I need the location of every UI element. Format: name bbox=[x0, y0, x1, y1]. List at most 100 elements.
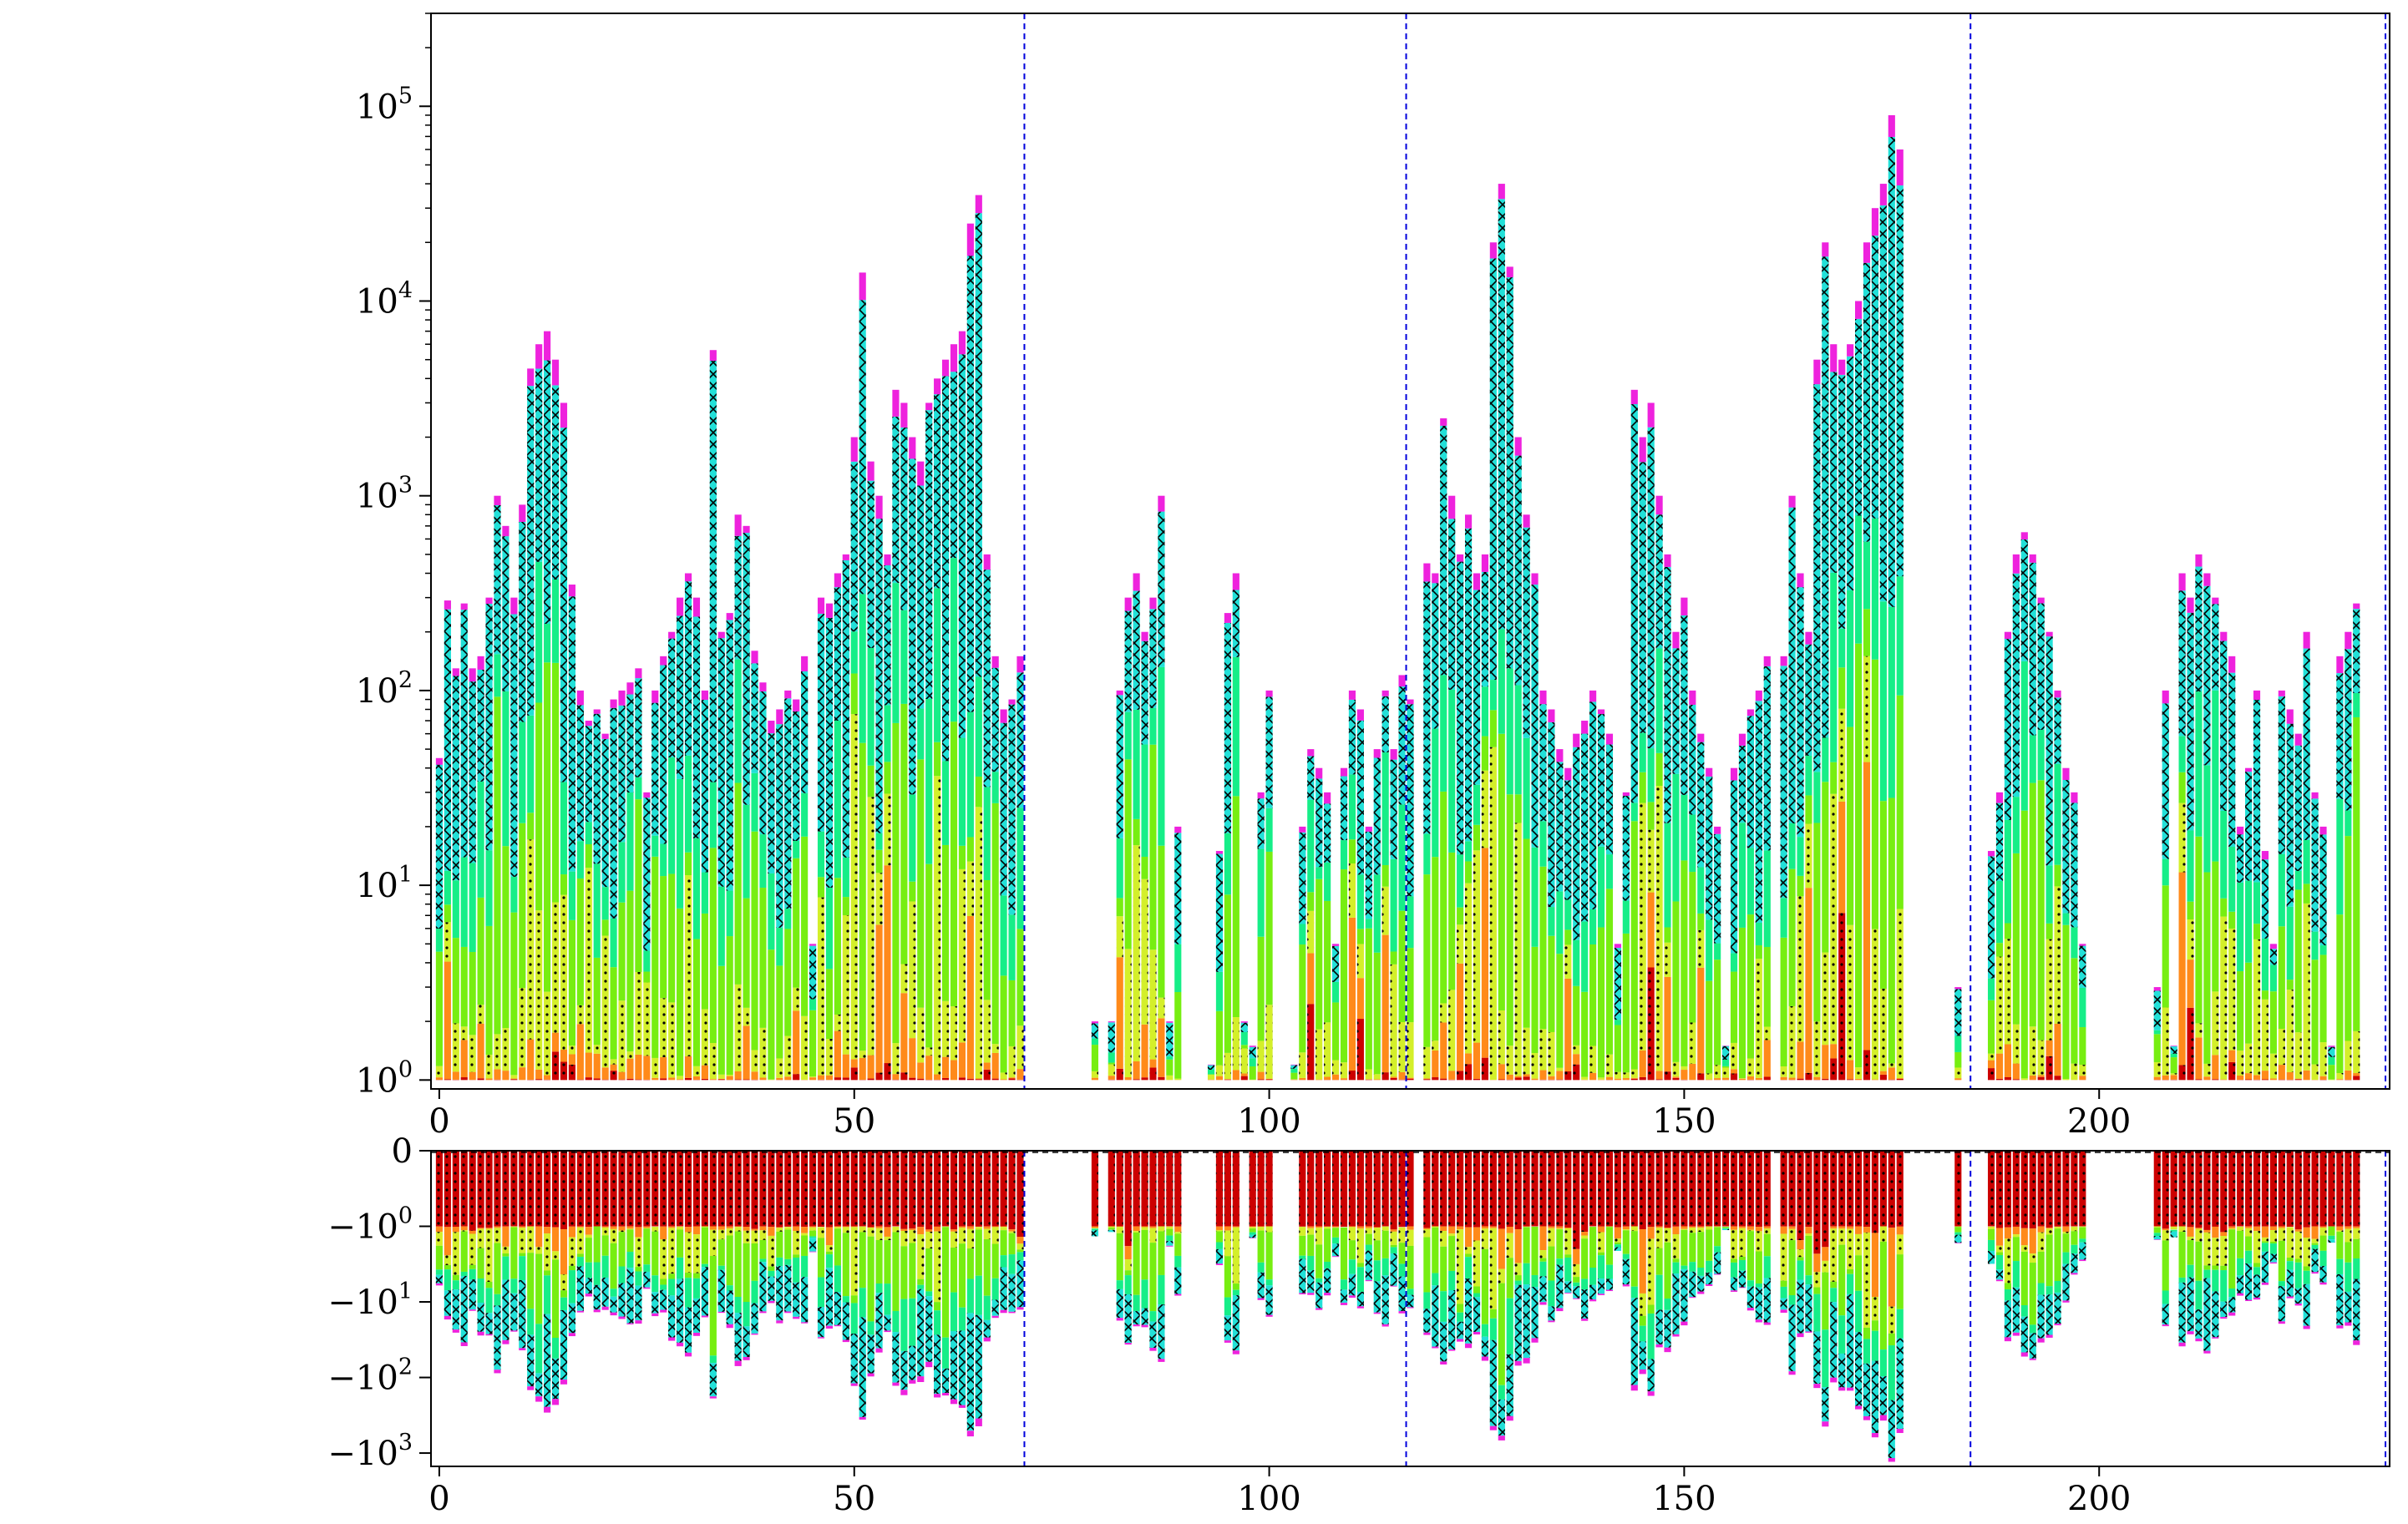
bottom-bar-hatch bbox=[1706, 1151, 1713, 1227]
top-bar-segment bbox=[1016, 808, 1024, 929]
bottom-bar-segment bbox=[2245, 1226, 2253, 1228]
top-bar-segment bbox=[1133, 1061, 1140, 1080]
bottom-bar-hatch bbox=[1316, 1282, 1323, 1309]
top-bar-segment bbox=[2261, 1071, 2269, 1080]
top-bar-segment bbox=[626, 1058, 634, 1079]
bottom-bar-segment bbox=[1838, 1387, 1846, 1391]
bottom-bar-segment bbox=[677, 1342, 684, 1347]
top-bar-segment bbox=[734, 1071, 742, 1080]
top-bar-hatch bbox=[1457, 924, 1464, 964]
bottom-bar-hatch bbox=[2353, 1151, 2360, 1227]
top-bar-segment bbox=[2245, 767, 2253, 772]
top-bar-hatch bbox=[1564, 780, 1572, 900]
top-bar-segment bbox=[551, 1032, 560, 1052]
top-bar-segment bbox=[2328, 1056, 2335, 1066]
top-bar-segment bbox=[2187, 901, 2194, 920]
bottom-bar-segment bbox=[684, 1352, 692, 1357]
bottom-bar-hatch bbox=[568, 1303, 575, 1334]
bottom-bar-hatch bbox=[1514, 1284, 1522, 1361]
bottom-bar-segment bbox=[1714, 1273, 1721, 1275]
top-bar-hatch bbox=[576, 705, 584, 842]
bottom-bar-hatch bbox=[2269, 1230, 2277, 1242]
bottom-bar-segment bbox=[2269, 1226, 2277, 1231]
top-bar-segment bbox=[510, 597, 518, 615]
top-bar-segment bbox=[2311, 931, 2319, 960]
bottom-bar-hatch bbox=[2012, 1151, 2020, 1227]
bottom-bar-segment bbox=[1365, 1226, 1372, 1228]
top-bar-segment bbox=[2203, 872, 2211, 1064]
top-bar-hatch bbox=[1780, 1066, 1787, 1077]
bottom-bar-hatch bbox=[618, 1283, 626, 1317]
top-bar-segment bbox=[2054, 763, 2061, 865]
top-bar-segment bbox=[585, 822, 592, 845]
top-bar-segment bbox=[1689, 814, 1696, 873]
bottom-bar-segment bbox=[469, 1309, 476, 1311]
top-bar-hatch bbox=[1954, 1067, 1962, 1079]
top-bar-segment bbox=[1730, 953, 1738, 972]
top-bar-segment bbox=[1738, 927, 1746, 1079]
top-bar-hatch bbox=[1116, 695, 1123, 838]
bottom-bar-hatch bbox=[544, 1233, 551, 1271]
bottom-bar-segment bbox=[2037, 1338, 2045, 1343]
top-bar-segment bbox=[452, 668, 459, 676]
bottom-bar-segment bbox=[2170, 1226, 2177, 1228]
bottom-bar-hatch bbox=[1630, 1298, 1638, 1385]
top-bar-segment bbox=[1224, 833, 1231, 895]
bottom-bar-segment bbox=[1564, 1257, 1572, 1282]
bottom-bar-segment bbox=[601, 1306, 609, 1310]
bottom-bar-hatch bbox=[1373, 1281, 1381, 1313]
bottom-bar-segment bbox=[900, 1390, 908, 1395]
top-bar-hatch bbox=[2054, 1076, 2061, 1081]
bottom-bar-segment bbox=[1896, 1226, 1904, 1235]
bottom-bar-segment bbox=[1299, 1235, 1306, 1256]
top-bar-segment bbox=[2062, 767, 2070, 781]
bottom-bar-segment bbox=[1531, 1338, 1539, 1343]
bottom-bar-segment bbox=[2228, 1288, 2236, 1298]
bottom-bar-segment bbox=[2353, 1226, 2360, 1228]
top-bar-segment bbox=[1331, 944, 1340, 946]
bottom-bar-segment bbox=[2294, 1303, 2302, 1306]
top-bar-segment bbox=[452, 880, 459, 939]
bottom-bar-segment bbox=[1805, 1227, 1812, 1234]
top-bar-hatch bbox=[909, 458, 916, 795]
bottom-bar-hatch bbox=[1489, 1228, 1497, 1309]
bottom-bar-hatch bbox=[2037, 1151, 2045, 1227]
top-bar-segment bbox=[809, 1010, 817, 1077]
bottom-bar-segment bbox=[1838, 1244, 1846, 1316]
top-bar-segment bbox=[1473, 824, 1481, 851]
bottom-bar-hatch bbox=[1141, 1308, 1148, 1325]
bottom-bar-segment bbox=[734, 1226, 742, 1228]
bottom-bar-segment bbox=[1348, 1240, 1356, 1260]
top-bar-hatch bbox=[1124, 610, 1132, 712]
bottom-bar-segment bbox=[776, 1320, 783, 1324]
top-bar-segment bbox=[1987, 978, 1995, 1000]
bottom-bar-hatch bbox=[1481, 1336, 1489, 1357]
bottom-bar-hatch bbox=[1506, 1151, 1513, 1228]
top-bar-segment bbox=[966, 223, 974, 256]
x-tick-label: 150 bbox=[1652, 1480, 1716, 1518]
top-bar-hatch bbox=[2195, 1079, 2203, 1081]
top-bar-hatch bbox=[1423, 581, 1431, 834]
bottom-bar-hatch bbox=[1581, 1289, 1589, 1319]
bottom-bar-segment bbox=[817, 1337, 825, 1339]
bottom-bar-segment bbox=[717, 1311, 725, 1314]
bottom-bars bbox=[435, 1151, 2360, 1462]
top-bar-segment bbox=[1788, 1077, 1796, 1081]
bottom-bar-hatch bbox=[643, 1151, 651, 1227]
top-bar-hatch bbox=[958, 354, 966, 738]
bottom-bar-hatch bbox=[519, 1280, 526, 1349]
bottom-bar-segment bbox=[2303, 1270, 2310, 1284]
bottom-bar-hatch bbox=[850, 1334, 858, 1384]
top-bar-segment bbox=[626, 890, 634, 1052]
bottom-bar-hatch bbox=[1390, 1231, 1397, 1245]
bottom-bar-hatch bbox=[1440, 1321, 1447, 1362]
bottom-bar-hatch bbox=[2004, 1238, 2011, 1284]
bottom-bar-segment bbox=[684, 1278, 692, 1308]
top-bar-hatch bbox=[601, 1079, 609, 1081]
bottom-bar-segment bbox=[2195, 1280, 2203, 1310]
bottom-bar-segment bbox=[2253, 1297, 2261, 1300]
bottom-bar-segment bbox=[1506, 1227, 1513, 1233]
bottom-bar-hatch bbox=[867, 1151, 874, 1228]
bottom-bar-segment bbox=[677, 1229, 684, 1258]
bottom-bar-hatch bbox=[1681, 1228, 1688, 1230]
